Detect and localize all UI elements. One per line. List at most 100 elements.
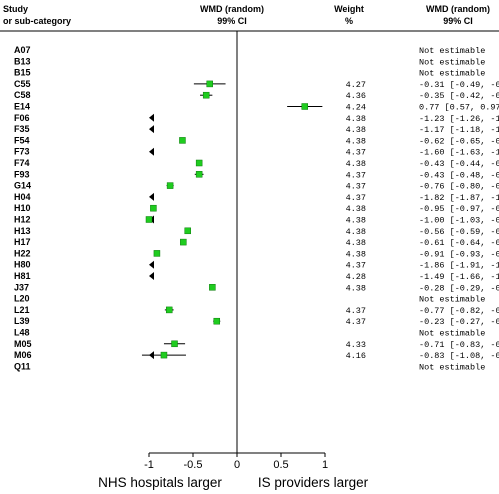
axis-tick-label: 0 xyxy=(234,459,240,471)
study-weight: 4.37 xyxy=(346,170,366,180)
study-weight: 4.37 xyxy=(346,182,366,192)
study-ci-text: Not estimable xyxy=(419,57,485,67)
study-weight: 4.38 xyxy=(346,283,366,293)
study-weight: 4.38 xyxy=(346,136,366,146)
study-weight: 4.33 xyxy=(346,340,366,350)
study-label: H13 xyxy=(14,226,31,236)
study-label: H17 xyxy=(14,237,31,247)
study-ci-text: -0.35 [-0.42, -0.28] xyxy=(419,91,499,101)
point-estimate xyxy=(195,159,203,167)
study-weight: 4.37 xyxy=(346,317,366,327)
point-estimate xyxy=(206,80,213,88)
study-weight: 4.37 xyxy=(346,148,366,158)
study-weight: 4.16 xyxy=(346,351,366,361)
study-label: C55 xyxy=(14,79,31,89)
x-axis: -1 -0.5 0 0.5 1 xyxy=(144,31,328,471)
study-label: Q11 xyxy=(14,361,31,371)
offscale-arrow xyxy=(149,260,154,269)
study-weight: 4.38 xyxy=(346,227,366,237)
axis-tick-label: 0.5 xyxy=(273,459,288,471)
study-ci-text: -0.43 [-0.48, -0.38] xyxy=(419,170,499,180)
point-estimate xyxy=(213,317,221,325)
study-ci-text: -1.60 [-1.63, -1.57] xyxy=(419,148,499,158)
study-weight: 4.24 xyxy=(346,103,366,113)
point-estimate xyxy=(301,103,309,110)
study-label: F74 xyxy=(14,158,30,168)
study-label: H80 xyxy=(14,260,31,270)
point-estimate xyxy=(166,182,174,189)
header-wmd-plot: WMD (random) xyxy=(200,4,264,14)
study-label: L21 xyxy=(14,305,30,315)
study-ci-text: Not estimable xyxy=(419,362,485,372)
study-weight: 4.37 xyxy=(346,193,366,203)
point-estimate xyxy=(160,351,168,359)
study-label: G14 xyxy=(14,181,31,191)
study-ci-text: -0.31 [-0.49, -0.13] xyxy=(419,80,499,90)
point-estimate xyxy=(202,91,210,99)
header-study: Study xyxy=(3,4,28,14)
study-weight: 4.37 xyxy=(346,306,366,316)
study-weight: 4.28 xyxy=(346,272,366,282)
study-ci-text: -0.61 [-0.64, -0.58] xyxy=(419,238,499,248)
study-ci-text: -0.91 [-0.93, -0.89] xyxy=(419,249,499,259)
point-estimate xyxy=(195,171,203,178)
header-weight-unit: % xyxy=(345,16,353,26)
point-estimate xyxy=(150,204,157,212)
study-ci-text: -0.77 [-0.82, -0.72] xyxy=(419,306,499,316)
study-ci-text: -0.95 [-0.97, -0.93] xyxy=(419,204,499,214)
study-ci-text: -0.43 [-0.44, -0.42] xyxy=(419,159,499,169)
study-ci-text: -1.86 [-1.91, -1.81] xyxy=(419,261,499,271)
study-label: J37 xyxy=(14,282,29,292)
header-subcategory: or sub-category xyxy=(3,16,71,26)
point-estimate xyxy=(179,137,186,144)
study-weight: 4.38 xyxy=(346,159,366,169)
study-ci-text: -1.82 [-1.87, -1.77] xyxy=(419,193,499,203)
study-label: C58 xyxy=(14,90,31,100)
study-weight: 4.38 xyxy=(346,204,366,214)
axis-tick-label: -0.5 xyxy=(184,459,203,471)
axis-tick-label: 1 xyxy=(322,459,328,471)
study-ci-text: -1.49 [-1.66, -1.32] xyxy=(419,272,499,282)
offscale-arrow xyxy=(149,125,154,134)
study-weight: 4.38 xyxy=(346,114,366,124)
study-label: L48 xyxy=(14,328,30,338)
study-weight: 4.38 xyxy=(346,238,366,248)
study-ci-text: -0.23 [-0.27, -0.19] xyxy=(419,317,499,327)
point-estimate xyxy=(145,216,153,223)
study-ci-text: -0.56 [-0.59, -0.53] xyxy=(419,227,499,237)
study-ci-text: Not estimable xyxy=(419,69,485,79)
point-estimate xyxy=(180,238,187,246)
study-label: M05 xyxy=(14,339,32,349)
study-label: L39 xyxy=(14,316,30,326)
study-label: H81 xyxy=(14,271,31,281)
footer-right-label: IS providers larger xyxy=(258,475,369,490)
offscale-arrow xyxy=(149,272,154,280)
study-label: H12 xyxy=(14,215,31,225)
study-label: H04 xyxy=(14,192,31,202)
study-label: B13 xyxy=(14,56,31,66)
study-ci-text: -1.23 [-1.26, -1.20] xyxy=(419,114,499,124)
study-ci-text: Not estimable xyxy=(419,295,485,305)
study-ci-text: -0.76 [-0.80, -0.72] xyxy=(419,182,499,192)
study-label: F73 xyxy=(14,147,30,157)
study-ci-text: 0.77 [0.57, 0.97] xyxy=(419,103,499,113)
study-label: H10 xyxy=(14,203,31,213)
study-label: E14 xyxy=(14,102,30,112)
study-label: H22 xyxy=(14,248,31,258)
study-label: L20 xyxy=(14,294,30,304)
axis-tick-label: -1 xyxy=(144,459,154,471)
study-rows: A07 Not estimable B13 Not estimable B15 Not e… xyxy=(14,45,499,372)
study-label: F54 xyxy=(14,135,30,145)
offscale-arrow xyxy=(149,192,154,201)
study-ci-text: -0.83 [-1.08, -0.58] xyxy=(419,351,499,361)
study-label: M06 xyxy=(14,350,32,360)
offscale-arrow xyxy=(149,147,154,156)
study-ci-text: -0.71 [-0.83, -0.59] xyxy=(419,340,499,350)
header-ci-plot: 99% CI xyxy=(217,16,247,26)
study-label: B15 xyxy=(14,68,31,78)
study-label: F35 xyxy=(14,124,30,134)
study-ci-text: -1.17 [-1.18, -1.16] xyxy=(419,125,499,135)
header-weight: Weight xyxy=(334,4,364,14)
footer-left-label: NHS hospitals larger xyxy=(98,475,222,490)
